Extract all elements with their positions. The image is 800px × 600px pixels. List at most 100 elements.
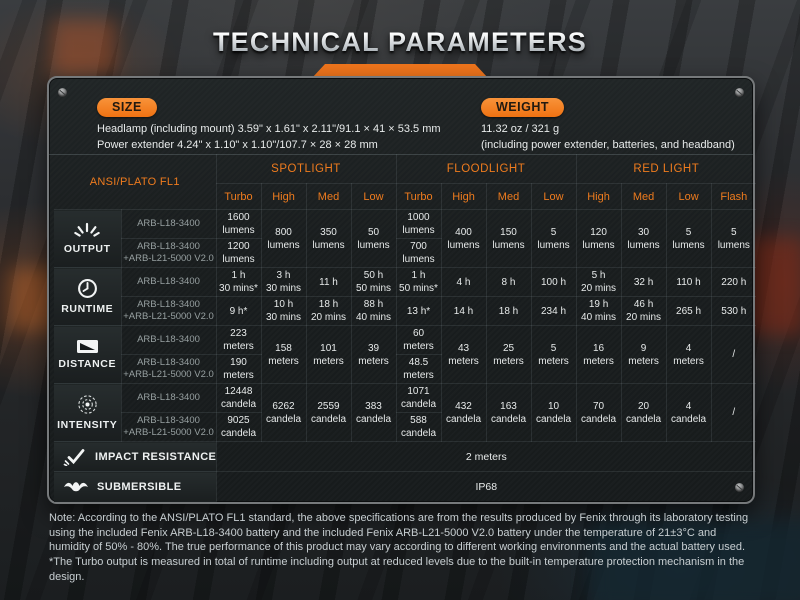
metric-row-distance: DISTANCE ARB-L18-3400 223 meters 158 meters…: [53, 325, 757, 384]
size-line-power-extender: Power extender 4.24" x 1.10" x 1.10"/107…: [97, 138, 378, 151]
spec-value-cell: 43 meters: [440, 325, 487, 384]
spec-panel: SIZE Headlamp (including mount) 3.59" x …: [47, 76, 757, 504]
spec-value-cell: 163 candela: [485, 383, 532, 442]
size-weight-section: SIZE Headlamp (including mount) 3.59" x …: [49, 78, 753, 155]
spec-value-cell: 5 lumens: [710, 209, 757, 268]
battery-label: ARB-L18-3400 +ARB-L21-5000 V2.0: [120, 296, 217, 326]
spec-value-cell: 5 meters: [530, 325, 577, 384]
ansi-plato-fl1-header: ANSI/PLATO FL1: [53, 153, 217, 210]
background-floor: [590, 520, 800, 600]
mode-header-low: Low: [530, 183, 577, 210]
metric-row-output-alt: ARB-L18-3400 +ARB-L21-5000 V2.0 1200 lume…: [54, 238, 756, 268]
mode-header-low: Low: [665, 183, 712, 210]
spec-table: ANSI/PLATO FL1 SPOTLIGHT FLOODLIGHT RED LIG…: [53, 153, 757, 502]
metric-label-intensity: INTENSITY: [57, 419, 118, 431]
value-cell: 2 meters: [215, 441, 757, 472]
spec-value-cell: 223 meters: [215, 325, 262, 355]
battery-label: ARB-L18-3400: [120, 209, 217, 239]
spec-value-cell: 9 meters: [620, 325, 667, 384]
spec-value-cell: 18 h 20 mins: [305, 296, 352, 326]
metric-header-wrap-intensity: INTENSITY: [54, 394, 121, 431]
spec-value-cell: 30 lumens: [620, 209, 667, 268]
weight-line-includes: (including power extender, batteries, an…: [481, 138, 735, 151]
page-title: TECHNICAL PARAMETERS: [0, 27, 800, 58]
metric-header-intensity: INTENSITY: [53, 383, 122, 442]
metric-row-runtime-alt: ARB-L18-3400 +ARB-L21-5000 V2.0 9 h* 10 h …: [54, 296, 757, 326]
spec-value-cell: 150 lumens: [485, 209, 532, 268]
spec-value-cell: 19 h 40 mins: [575, 296, 622, 326]
spec-value-cell: 60 meters: [395, 325, 442, 355]
mode-header-flash: Flash: [710, 183, 757, 210]
group-header-floodlight: FLOODLIGHT: [395, 153, 577, 184]
spec-value-cell: 5 lumens: [665, 209, 712, 268]
spec-value-cell: 1 h 30 mins*: [215, 267, 262, 297]
metric-header-output: OUTPUT: [53, 209, 122, 268]
spec-value-cell: 88 h 40 mins: [350, 296, 397, 326]
spec-value-cell: 3 h 30 mins: [260, 267, 307, 297]
runtime-icon: [77, 278, 98, 299]
spec-value-cell: 5 h 20 mins: [575, 267, 622, 297]
background-orange-crate-top: [52, 20, 116, 74]
size-block: SIZE Headlamp (including mount) 3.59" x …: [97, 98, 441, 154]
battery-label: ARB-L18-3400 +ARB-L21-5000 V2.0: [120, 354, 217, 384]
spec-value-cell: /: [710, 325, 757, 384]
spec-value-cell: 110 h: [665, 267, 712, 297]
group-header-red-light: RED LIGHT: [575, 153, 757, 184]
mode-header-med: Med: [305, 183, 352, 210]
table-mode-header-row: Turbo High Med Low Turbo High Med Low High Med Low…: [54, 183, 757, 210]
extra-row-label: IMPACT RESISTANCE: [95, 450, 217, 463]
spec-value-cell: 13 h*: [395, 296, 442, 326]
metric-label-output: OUTPUT: [63, 243, 111, 255]
spec-value-cell: 10 candela: [530, 383, 577, 442]
spec-value-cell: 20 candela: [620, 383, 667, 442]
metric-label-distance: DISTANCE: [58, 358, 117, 370]
label-cell-impact-resistance: IMPACT RESISTANCE: [53, 441, 217, 472]
note-turbo-footnote: *The Turbo output is measured in total o…: [49, 556, 745, 583]
spec-value-cell: 11 h: [305, 267, 352, 297]
mode-header-turbo: Turbo: [395, 183, 442, 210]
spec-value-cell: 39 meters: [350, 325, 397, 384]
spec-value-cell: 1000 lumens: [395, 209, 442, 239]
weight-block: WEIGHT 11.32 oz / 321 g (including power…: [481, 98, 735, 154]
mode-header-med: Med: [485, 183, 532, 210]
battery-label: ARB-L18-3400 +ARB-L21-5000 V2.0: [120, 238, 217, 268]
spec-value-cell: 101 meters: [305, 325, 352, 384]
spec-value-cell: 5 lumens: [530, 209, 577, 268]
spec-value-cell: 220 h: [710, 267, 757, 297]
spec-value-cell: 50 h 50 mins: [350, 267, 397, 297]
output-icon: [74, 222, 100, 239]
spec-value-cell: 400 lumens: [440, 209, 487, 268]
group-header-spotlight: SPOTLIGHT: [215, 153, 397, 184]
spec-value-cell: 25 meters: [485, 325, 532, 384]
spec-value-cell: 234 h: [530, 296, 577, 326]
spec-value-cell: 48.5 meters: [395, 354, 442, 384]
spec-value-cell: 588 candela: [395, 412, 442, 442]
spec-value-cell: 70 candela: [575, 383, 622, 442]
spec-value-cell: 18 h: [485, 296, 532, 326]
impact-icon: [63, 448, 87, 466]
spec-value-cell: /: [710, 383, 757, 442]
spec-value-cell: 16 meters: [575, 325, 622, 384]
battery-label: ARB-L18-3400: [120, 267, 217, 297]
label-wrap: SUBMERSIBLE: [54, 480, 216, 494]
distance-icon: [76, 339, 99, 354]
metric-header-runtime: RUNTIME: [53, 267, 122, 326]
metric-label-runtime: RUNTIME: [61, 303, 114, 315]
mode-header-high: High: [575, 183, 622, 210]
table-group-header-row: ANSI/PLATO FL1 SPOTLIGHT FLOODLIGHT RED LIG…: [53, 153, 757, 210]
spec-value-cell: 9 h*: [215, 296, 262, 326]
row-submersible: SUBMERSIBLE IP68: [53, 471, 757, 502]
spec-value-cell: 10 h 30 mins: [260, 296, 307, 326]
spec-value-cell: 32 h: [620, 267, 667, 297]
mode-header-med: Med: [620, 183, 667, 210]
metric-row-output: OUTPUT ARB-L18-3400 1600 lumens 800 lumens 3…: [53, 209, 757, 268]
intensity-icon: [77, 394, 98, 415]
submersible-icon: [63, 480, 89, 494]
spec-value-cell: 190 meters: [215, 354, 262, 384]
spec-value-cell: 158 meters: [260, 325, 307, 384]
weight-line-value: 11.32 oz / 321 g: [481, 123, 560, 135]
spec-value-cell: 4 h: [440, 267, 487, 297]
spec-value-cell: 12448 candela: [215, 383, 262, 413]
metric-header-distance: DISTANCE: [53, 325, 122, 384]
